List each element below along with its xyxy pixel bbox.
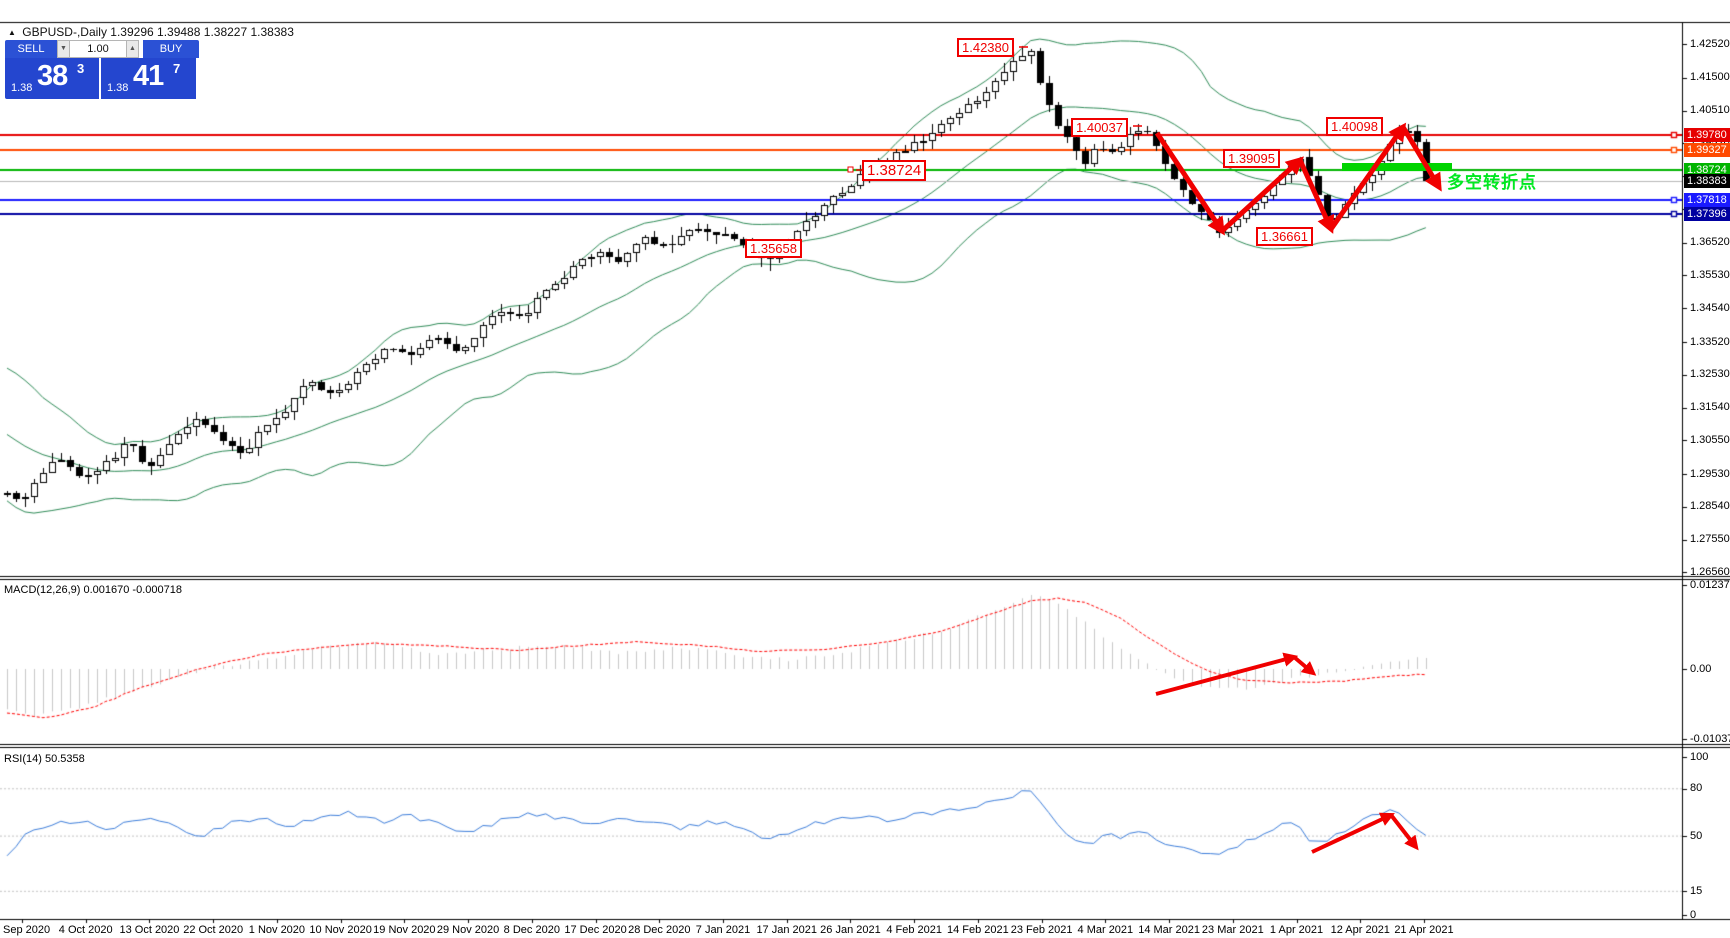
date-label: 17 Dec 2020 — [564, 924, 627, 936]
ohlc-close: 1.38383 — [250, 25, 294, 39]
ask-price-display[interactable]: 1.38 41 7 — [101, 58, 196, 99]
date-label: 23 Feb 2021 — [1010, 924, 1073, 936]
date-label: 1 Nov 2020 — [248, 924, 306, 936]
date-label: 4 Mar 2021 — [1077, 924, 1134, 936]
date-label: 8 Dec 2020 — [503, 924, 560, 936]
chart-symbol-header: ▲ GBPUSD-,Daily 1.39296 1.39488 1.38227 … — [8, 25, 294, 39]
scale-tick-label: 1.28540 — [1690, 500, 1730, 513]
scale-tick-label: 1.31540 — [1690, 401, 1730, 414]
one-click-trading-panel: SELL ▼ 1.00 ▲ BUY 1.38 38 3 1.38 41 7 — [5, 40, 199, 99]
scale-tick-label: 1.35530 — [1690, 268, 1730, 281]
scale-tick-label: 1.29530 — [1690, 467, 1730, 480]
volume-increase-button[interactable]: ▲ — [126, 40, 139, 58]
scale-tick-label: 1.41500 — [1690, 71, 1730, 84]
ohlc-high: 1.39488 — [157, 25, 201, 39]
scale-tick-label: 80 — [1690, 782, 1703, 795]
date-label: 7 Jan 2021 — [695, 924, 751, 936]
date-label: 29 Nov 2020 — [436, 924, 500, 936]
scale-tick-label: 0.00 — [1690, 662, 1712, 675]
buy-button[interactable]: BUY — [143, 40, 199, 58]
price-level-badge: 1.38724 — [1684, 162, 1730, 177]
symbol-marker-icon: ▲ — [8, 28, 16, 37]
date-label: 23 Mar 2021 — [1201, 924, 1264, 936]
date-label: 12 Apr 2021 — [1330, 924, 1390, 936]
macd-indicator-label: MACD(12,26,9) 0.001670 -0.000718 — [4, 584, 182, 596]
price-annotation-box[interactable]: 1.39095 — [1223, 149, 1280, 168]
scale-tick-label: 1.32530 — [1690, 368, 1730, 381]
volume-decrease-button[interactable]: ▼ — [57, 40, 70, 58]
support-zone-bar[interactable] — [1342, 163, 1452, 171]
scale-tick-label: 1.27550 — [1690, 533, 1730, 546]
bid-big-digits: 38 — [37, 60, 68, 92]
scale-tick-label: 0.012372 — [1690, 578, 1730, 591]
date-label: 14 Mar 2021 — [1138, 924, 1200, 936]
price-level-badge: 1.37396 — [1684, 206, 1730, 221]
date-label: 4 Sep 2020 — [0, 924, 51, 936]
turning-point-note[interactable]: 多空转折点 — [1447, 173, 1537, 192]
price-level-badge: 1.37818 — [1684, 192, 1730, 207]
ask-base: 1.38 — [107, 82, 129, 94]
date-label: 4 Oct 2020 — [58, 924, 113, 936]
scale-tick-label: 1.42520 — [1690, 37, 1730, 50]
date-label: 22 Oct 2020 — [183, 924, 244, 936]
ask-pip-digit: 7 — [173, 61, 181, 76]
price-annotation-box[interactable]: 1.36661 — [1256, 227, 1313, 246]
date-label: 10 Nov 2020 — [309, 924, 372, 936]
scale-tick-label: 0 — [1690, 908, 1697, 921]
bid-pip-digit: 3 — [77, 61, 85, 76]
scale-tick-label: 15 — [1690, 884, 1703, 897]
scale-tick-label: 100 — [1690, 750, 1709, 763]
price-annotation-box[interactable]: 1.42380 — [957, 38, 1014, 57]
scale-tick-label: -0.010374 — [1690, 732, 1730, 745]
scale-tick-label: 1.33520 — [1690, 335, 1730, 348]
price-annotation-box[interactable]: 1.38724 — [862, 160, 927, 181]
bid-price-display[interactable]: 1.38 38 3 — [5, 58, 99, 99]
bid-base: 1.38 — [11, 82, 33, 94]
scale-tick-label: 1.34540 — [1690, 301, 1730, 314]
price-annotation-box[interactable]: 1.35658 — [745, 239, 802, 258]
date-label: 17 Jan 2021 — [756, 924, 817, 936]
sell-button[interactable]: SELL — [5, 40, 57, 58]
date-label: 21 Apr 2021 — [1394, 924, 1454, 936]
date-label: 14 Feb 2021 — [947, 924, 1009, 936]
date-label: 1 Apr 2021 — [1269, 924, 1324, 936]
date-label: 19 Nov 2020 — [373, 924, 436, 936]
scale-tick-label: 1.40510 — [1690, 104, 1730, 117]
ohlc-open: 1.39296 — [110, 25, 154, 39]
scale-tick-label: 50 — [1690, 829, 1703, 842]
rsi-indicator-label: RSI(14) 50.5358 — [4, 753, 85, 765]
volume-input[interactable]: 1.00 — [70, 40, 126, 58]
symbol-name: GBPUSD-,Daily — [22, 25, 107, 39]
price-level-badge: 1.39327 — [1684, 142, 1730, 157]
date-label: 13 Oct 2020 — [119, 924, 180, 936]
scale-tick-label: 1.30550 — [1690, 433, 1730, 446]
current-price-badge: 1.38383 — [1684, 173, 1730, 188]
date-label: 4 Feb 2021 — [886, 924, 942, 936]
scale-tick-label: 1.36520 — [1690, 236, 1730, 249]
ask-big-digits: 41 — [133, 60, 164, 92]
scale-tick-label: 1.26560 — [1690, 565, 1730, 578]
date-label: 26 Jan 2021 — [820, 924, 881, 936]
price-annotation-box[interactable]: 1.40098 — [1326, 117, 1383, 136]
ohlc-low: 1.38227 — [203, 25, 248, 39]
date-label: 28 Dec 2020 — [628, 924, 691, 936]
price-level-badge: 1.39780 — [1684, 127, 1730, 142]
price-annotation-box[interactable]: 1.40037 — [1071, 118, 1128, 137]
